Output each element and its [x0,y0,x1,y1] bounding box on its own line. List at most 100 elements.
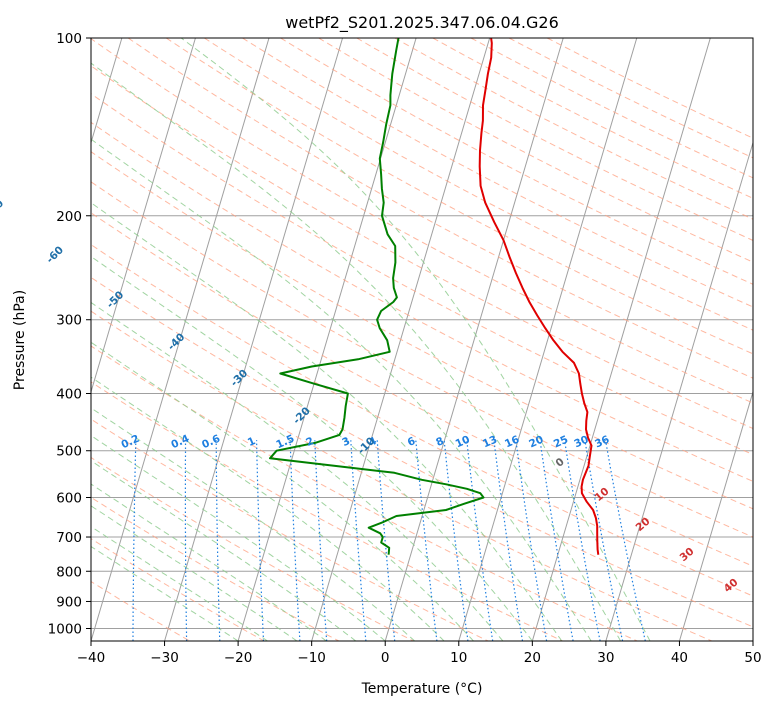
dry-adiabat-line [508,38,753,159]
mixing-ratio-line [256,440,265,641]
isotherm-line [605,140,753,641]
background-lines [83,38,753,641]
moist-adiabat-line [91,376,445,641]
dry-adiabat-line [91,181,753,538]
dry-adiabat-line [91,93,753,456]
mixing-ratio-label: 30 [572,434,590,451]
profile-lines [269,38,600,555]
dry-adiabat-line [280,38,753,285]
moist-adiabat-line [91,407,415,641]
mixing-ratio-label: 8 [434,435,446,449]
isotherm-label: -70 [0,198,6,220]
dry-adiabat-line [91,310,712,641]
moist-adiabat-line [91,255,533,641]
mixing-ratio-label: 4 [367,435,379,449]
mixing-ratio-line [83,440,89,641]
moist-adiabat-line [91,138,592,641]
dry-adiabat-line [127,38,753,379]
mixing-ratio-line [466,440,494,641]
moist-adiabat-line [91,505,298,641]
mixing-ratio-label: 10 [454,434,472,451]
dry-adiabat-label: 20 [634,515,653,534]
mixing-ratio-line [215,440,221,641]
y-tick-label: 1000 [48,621,82,637]
dry-adiabat-line [91,456,414,641]
plot-frame [90,37,754,642]
moist-adiabat-line [180,38,651,641]
mixing-ratio-label: 1.5 [274,433,296,452]
isotherm-line [678,390,753,641]
chart-title: wetPf2_S201.2025.347.06.04.G26 [285,13,559,33]
isotherm-line [91,38,270,641]
isotherm-label: -30 [228,367,250,389]
x-tick-label: 20 [524,650,541,666]
mixing-ratio-line [493,440,524,641]
x-tick-label: 10 [450,650,467,666]
dry-adiabat-label: 40 [722,576,741,595]
moist-adiabat-line [91,202,563,641]
mixing-ratio-line [584,440,624,641]
isotherm-line [384,38,564,641]
dry-adiabat-line [470,38,753,179]
y-tick-label: 400 [56,387,82,403]
mixing-ratio-line [563,440,601,641]
mixing-ratio-line [350,440,367,641]
isotherm-line [91,38,123,145]
mixing-ratio-label: 36 [593,434,611,451]
mixing-ratio-line [184,440,188,641]
mixing-ratio-label: 2 [304,435,316,449]
dry-adiabat-line [91,244,753,597]
moist-adiabat-line [91,62,622,641]
isotherm-line [531,38,711,641]
mixing-ratio-line [443,440,469,641]
mixing-ratio-line [376,440,396,641]
mixing-ratio-label: 3 [340,435,352,449]
x-tick-label: −20 [224,650,253,666]
dry-adiabat-label: 30 [678,545,697,564]
mixing-ratio-line [132,440,137,641]
y-tick-label: 200 [56,209,82,225]
mixing-ratio-line [515,440,548,641]
mixing-ratio-label: 6 [406,435,418,449]
x-tick-label: 30 [597,650,614,666]
dewpoint-profile-line [269,38,485,555]
dry-adiabat-line [318,38,753,263]
dry-adiabat-line [91,151,753,510]
dry-adiabat-line [91,538,265,641]
mixing-ratio-label: 0.4 [169,433,191,452]
mixing-ratio-label: 20 [527,434,545,451]
x-tick-label: −30 [150,650,179,666]
x-tick-label: 0 [381,650,390,666]
x-tick-label: 40 [671,650,688,666]
dry-adiabat-line [91,345,638,641]
isotherm-line [164,38,344,641]
isotherm-line [752,639,753,641]
moist-adiabat-line [91,435,386,641]
y-tick-label: 900 [56,594,82,610]
dry-adiabat-line [91,38,753,404]
x-axis-label: Temperature (°C) [361,681,483,697]
dry-adiabat-label: 0 [553,456,566,470]
dry-adiabat-line [91,121,753,482]
isotherm-line [91,38,196,394]
mixing-ratio-label: 16 [503,434,521,451]
isotherm-label: -60 [44,244,66,266]
y-tick-label: 500 [56,444,82,460]
isotherm-label: -20 [291,405,313,427]
mixing-ratio-label: 1 [246,435,258,449]
mixing-ratio-line [604,440,646,641]
mixing-ratio-label: 25 [552,434,570,451]
isotherm-line [458,38,638,641]
x-tick-label: −10 [297,650,326,666]
y-tick-label: 800 [56,564,82,580]
mixing-ratio-label: 13 [481,434,499,451]
dry-adiabat-line [91,65,753,430]
x-tick-label: 50 [744,650,761,666]
y-tick-label: 100 [56,31,82,47]
mixing-ratio-line [314,440,328,641]
dry-adiabat-line [165,38,753,355]
y-tick-label: 600 [56,490,82,506]
mixing-ratio-line [289,440,301,641]
isotherm-line [237,38,417,641]
